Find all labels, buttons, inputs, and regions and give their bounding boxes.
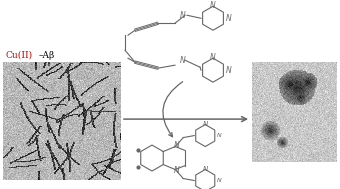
Text: N: N	[217, 178, 222, 183]
Text: N: N	[203, 166, 208, 172]
Text: Cu(II): Cu(II)	[5, 51, 32, 60]
Text: N: N	[226, 14, 232, 23]
FancyArrowPatch shape	[163, 82, 183, 137]
Text: N: N	[173, 141, 179, 150]
Text: N: N	[226, 66, 232, 75]
Text: N: N	[173, 166, 179, 175]
Text: N: N	[180, 56, 186, 65]
Text: N: N	[217, 133, 222, 138]
Text: N: N	[210, 53, 216, 62]
Text: N: N	[203, 121, 208, 127]
Text: N: N	[180, 11, 186, 20]
Text: –Aβ: –Aβ	[39, 51, 55, 60]
Text: N: N	[210, 1, 216, 10]
